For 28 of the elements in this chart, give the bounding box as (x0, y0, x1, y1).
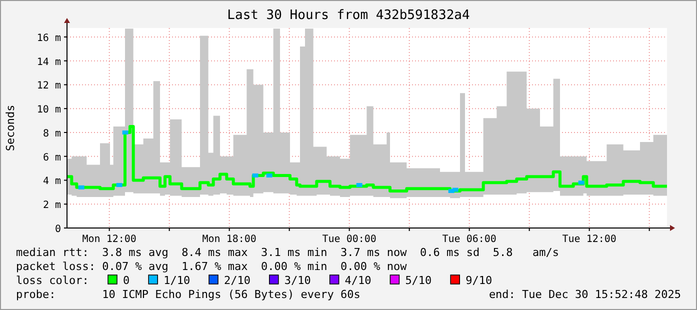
legend-label: 5/10 (405, 274, 432, 287)
y-axis-title: Seconds (4, 104, 17, 152)
legend-label: 4/10 (344, 274, 372, 287)
y-tick-label: 10 m (36, 104, 61, 116)
text: probe: 10 ICMP Echo Pings (56 Bytes) every 60s (16, 288, 360, 301)
x-tick-label: Tue 12:00 (562, 234, 616, 245)
y-tick-label: 8 m (42, 128, 61, 140)
x-tick-label: Tue 06:00 (442, 234, 496, 245)
x-tick-label: Mon 12:00 (82, 234, 136, 245)
y-tick-label: 12 m (36, 80, 61, 92)
x-tick-label: Tue 00:00 (322, 234, 376, 245)
legend-label: 2/10 (224, 274, 250, 287)
legend-label: 1/10 (164, 274, 190, 287)
chart-title: Last 30 Hours from 432b591832a4 (227, 8, 470, 23)
text: end: Tue Dec 30 15:52:48 2025 (488, 288, 681, 301)
y-tick-label: 16 m (36, 32, 61, 44)
legend-label: 0 (123, 274, 130, 287)
y-tick-label: 14 m (36, 56, 61, 68)
y-tick-label: 0 (54, 224, 61, 235)
y-tick-label: 4 m (42, 176, 61, 188)
text: median rtt: 3.8 ms avg 8.4 ms max 3.1 ms min 3.7 ms now 0.6 ms sd 5.8 am/s (16, 246, 560, 259)
y-tick-label: 2 m (42, 200, 61, 212)
text: loss color: (16, 274, 89, 287)
legend-label: 9/10 (466, 274, 492, 287)
text: packet loss: 0.07 % avg 1.67 % max 0.00 % min 0.00 % now (16, 260, 408, 273)
x-tick-label: Mon 18:00 (202, 234, 256, 245)
y-tick-label: 6 m (42, 152, 61, 164)
legend-label: 3/10 (284, 274, 311, 287)
